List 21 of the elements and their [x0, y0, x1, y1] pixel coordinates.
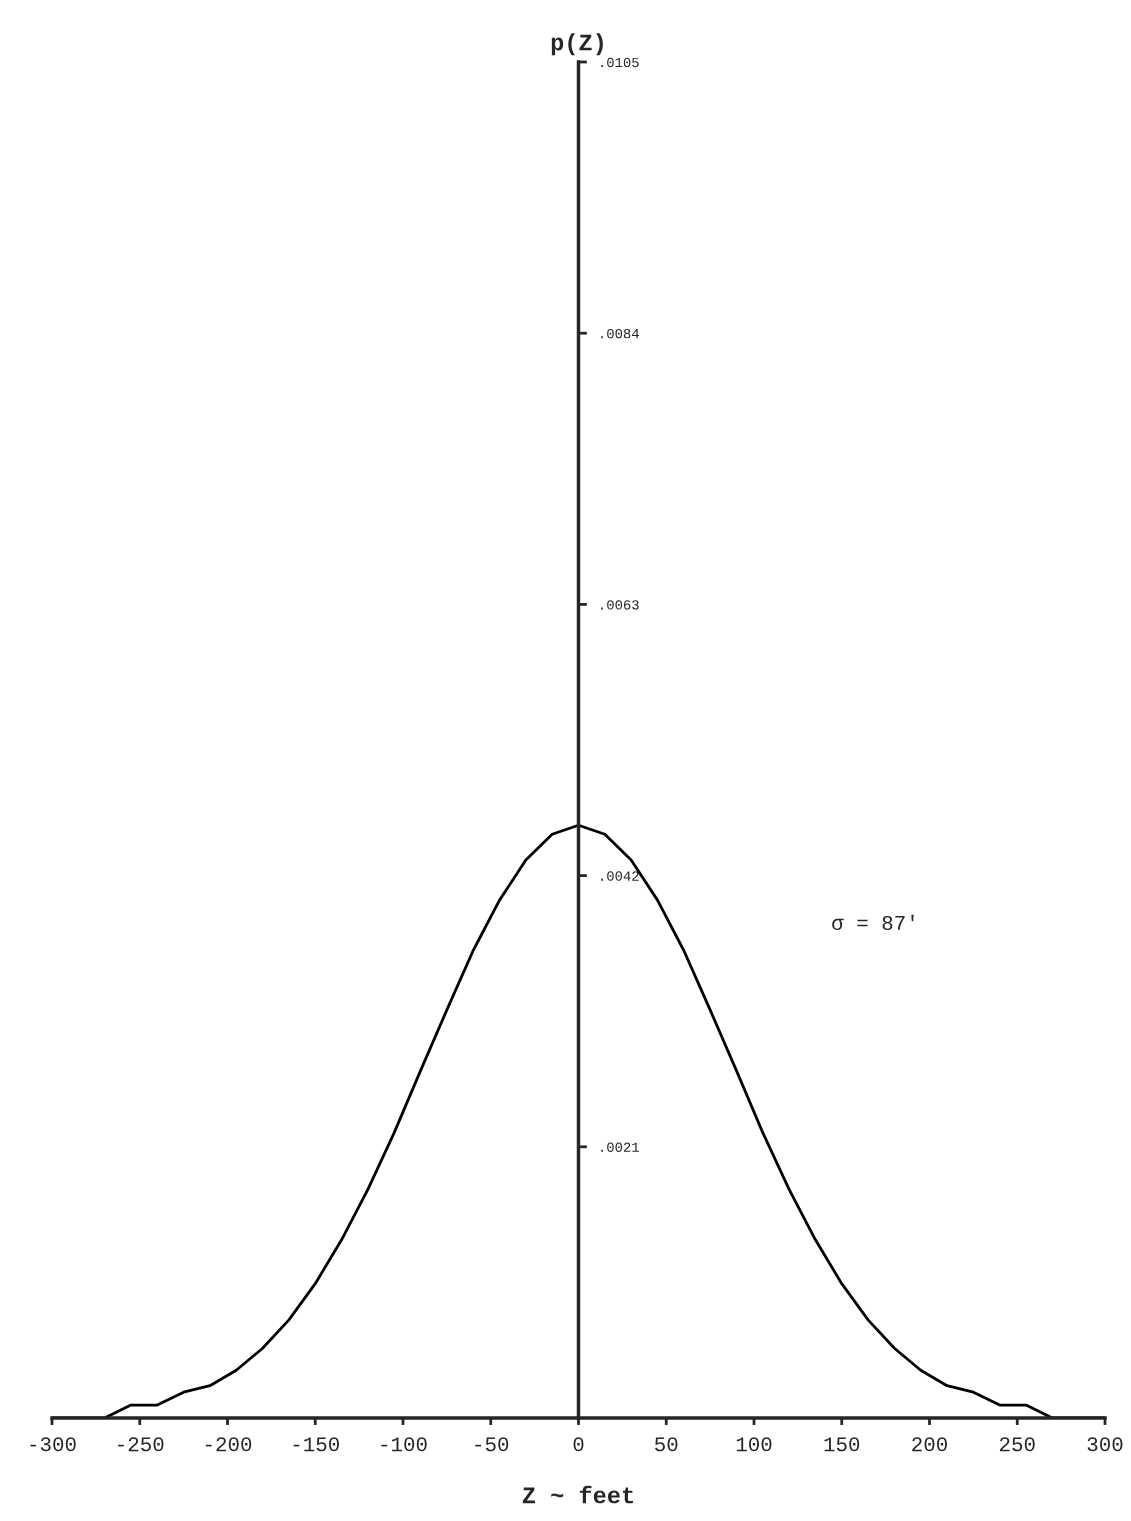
y-tick-label: .0021 — [601, 1142, 639, 1152]
x-tick-label: 200 — [912, 1437, 947, 1452]
x-tick-label: -300 — [30, 1437, 76, 1452]
x-tick-label: 300 — [1087, 1437, 1123, 1452]
x-tick-label: -200 — [205, 1437, 252, 1452]
x-tick-label: 250 — [999, 1437, 1035, 1452]
y-tick-label: .0063 — [601, 600, 639, 610]
x-tick-label: -150 — [293, 1437, 339, 1452]
y-axis-title: p(Z) — [551, 33, 603, 56]
x-tick-label: 100 — [736, 1437, 772, 1452]
x-tick-label: -250 — [118, 1437, 164, 1452]
y-tick-label: .0042 — [601, 871, 639, 881]
annotation: σ = 87' — [832, 914, 914, 931]
x-tick-label: 0 — [573, 1437, 584, 1452]
x-tick-label: -50 — [475, 1437, 509, 1452]
x-tick-label: 150 — [824, 1437, 860, 1452]
x-tick-label: 50 — [655, 1437, 678, 1452]
x-axis-title: Z ~ feet — [522, 1485, 633, 1504]
y-tick-label: .0105 — [601, 57, 639, 68]
y-tick-label: .0084 — [601, 328, 639, 339]
x-tick-label: -100 — [381, 1437, 427, 1452]
